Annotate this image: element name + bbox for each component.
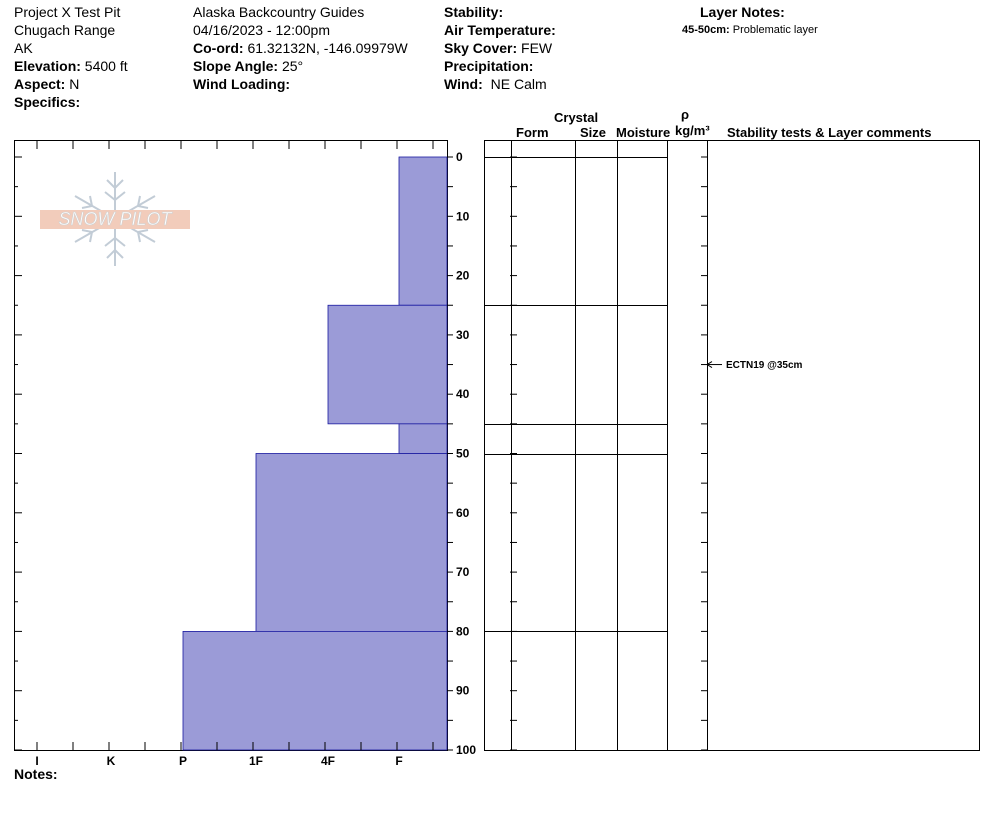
- aspect-label: Aspect:: [14, 76, 66, 92]
- wind-value: NE Calm: [490, 76, 547, 92]
- hardness-bar: [255, 453, 448, 632]
- snowpilot-logo: SNOW PILOT: [40, 172, 190, 266]
- state-name: AK: [14, 40, 33, 56]
- moisture-header: Moisture: [616, 125, 671, 140]
- comments-header: Stability tests & Layer comments: [727, 125, 932, 140]
- depth-tick-label: 80: [456, 624, 470, 638]
- depth-tick-label: 50: [456, 447, 470, 461]
- aspect-row: Aspect: N: [14, 76, 79, 92]
- hardness-bar: [398, 156, 448, 306]
- hardness-tick-label: 1F: [249, 754, 263, 768]
- depth-tick-label: 0: [456, 150, 463, 164]
- arrow-head-icon: [706, 361, 713, 368]
- density-unit-header: kg/m³: [675, 123, 710, 138]
- depth-tick-label: 100: [456, 743, 476, 757]
- coord-row: Co-ord: 61.32132N, -146.09979W: [193, 40, 408, 56]
- sky-cover-label: Sky Cover:: [444, 40, 518, 56]
- layer-table-frame: [484, 140, 980, 751]
- precip-label: Precipitation:: [444, 58, 534, 74]
- hardness-bar: [182, 631, 448, 751]
- coord-label: Co-ord:: [193, 40, 244, 56]
- hardness-tick-label: I: [35, 754, 38, 768]
- aspect-value: N: [69, 76, 80, 92]
- hardness-tick-label: F: [395, 754, 402, 768]
- hardness-tick-label: P: [179, 754, 187, 768]
- layer-note-row: 45-50cm: Problematic layer: [682, 24, 818, 37]
- coord-value: 61.32132N, -146.09979W: [247, 40, 408, 56]
- depth-tick-label: 10: [456, 209, 470, 223]
- slope-value: 25°: [281, 58, 304, 74]
- slope-label: Slope Angle:: [193, 58, 279, 74]
- depth-tick-label: 60: [456, 506, 470, 520]
- logo-banner: [40, 210, 190, 229]
- stability-test-marker: ECTN19 @35cm: [706, 360, 803, 371]
- slope-row: Slope Angle: 25°: [193, 58, 303, 74]
- wind-loading-label: Wind Loading:: [193, 76, 291, 92]
- depth-tick-label: 20: [456, 269, 470, 283]
- hardness-tick-label: 4F: [321, 754, 335, 768]
- layer-note-text: Problematic layer: [732, 24, 818, 36]
- hardness-bar: [398, 423, 448, 454]
- wind-label: Wind:: [444, 76, 483, 92]
- logo-text: SNOW PILOT: [58, 209, 173, 229]
- layer-notes-title: Layer Notes:: [700, 4, 785, 20]
- elevation-value: 5400 ft: [84, 58, 128, 74]
- hardness-graph-frame: [14, 140, 448, 751]
- depth-tick-label: 70: [456, 565, 470, 579]
- stability-label: Stability:: [444, 4, 504, 20]
- rho-header: ρ: [681, 107, 690, 122]
- crystal-header: Crystal: [554, 110, 599, 125]
- pit-name: Project X Test Pit: [14, 4, 121, 20]
- layer-note-range: 45-50cm:: [682, 24, 730, 36]
- range-name: Chugach Range: [14, 22, 116, 38]
- notes-label: Notes:: [14, 766, 58, 782]
- depth-tick-label: 90: [456, 684, 470, 698]
- depth-tick-label: 40: [456, 387, 470, 401]
- air-temp-label: Air Temperature:: [444, 22, 556, 38]
- form-header: Form: [516, 125, 549, 140]
- hardness-tick-label: K: [107, 754, 116, 768]
- sky-cover-row: Sky Cover: FEW: [444, 40, 552, 56]
- datetime: 04/16/2023 - 12:00pm: [193, 22, 330, 38]
- specifics-label: Specifics:: [14, 94, 81, 110]
- elevation-label: Elevation:: [14, 58, 81, 74]
- hardness-bar: [327, 304, 448, 425]
- size-header: Size: [580, 125, 607, 140]
- elevation-row: Elevation: 5400 ft: [14, 58, 128, 74]
- organization: Alaska Backcountry Guides: [193, 4, 365, 20]
- wind-row: Wind: NE Calm: [444, 76, 547, 92]
- stability-test-label: ECTN19 @35cm: [726, 360, 803, 371]
- sky-cover-value: FEW: [521, 40, 553, 56]
- depth-tick-label: 30: [456, 328, 470, 342]
